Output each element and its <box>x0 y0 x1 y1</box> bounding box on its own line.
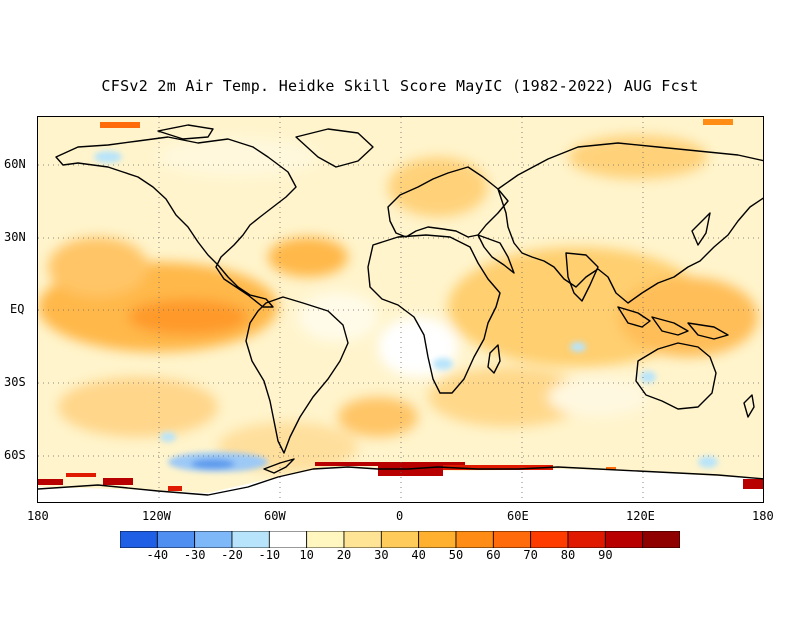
colorbar-swatch <box>530 531 569 548</box>
colorbar-swatch <box>418 531 457 548</box>
colorbar-label: 10 <box>299 548 314 562</box>
colorbar <box>120 531 680 548</box>
x-tick-60e: 60E <box>507 509 529 523</box>
map-area <box>37 116 764 503</box>
y-tick-30n: 30N <box>4 230 26 244</box>
colorbar-label: -10 <box>258 548 281 562</box>
colorbar-label: -40 <box>146 548 169 562</box>
colorbar-swatch <box>380 531 420 548</box>
colorbar-swatch <box>120 531 158 548</box>
skill-score-map <box>38 117 763 502</box>
colorbar-label: 20 <box>336 548 352 562</box>
colorbar-label: 70 <box>523 548 538 562</box>
y-tick-30s: 30S <box>4 375 26 389</box>
x-tick-120e: 120E <box>626 509 655 523</box>
colorbar-label: 90 <box>598 548 613 562</box>
colorbar-labels: -40 -30 -20 -10 10 20 30 40 50 60 70 80 90 <box>0 548 800 564</box>
colorbar-swatch <box>306 531 345 548</box>
x-tick-180e: 180 <box>752 509 774 523</box>
colorbar-swatch <box>642 531 680 548</box>
colorbar-label: -30 <box>183 548 206 562</box>
x-tick-120w: 120W <box>142 509 171 523</box>
x-tick-180w: 180 <box>27 509 49 523</box>
colorbar-label: -20 <box>221 548 243 562</box>
chart-title: CFSv2 2m Air Temp. Heidke Skill Score Ma… <box>101 77 699 95</box>
colorbar-swatch <box>455 531 494 548</box>
x-tick-60w: 60W <box>264 509 286 523</box>
y-tick-60n: 60N <box>4 157 26 171</box>
colorbar-label: 50 <box>448 548 464 562</box>
colorbar-label: 30 <box>374 548 389 562</box>
negative-patches <box>94 151 718 472</box>
colorbar-label: 40 <box>411 548 426 562</box>
graticule <box>38 117 763 502</box>
colorbar-swatch <box>567 531 606 548</box>
colorbar-swatch <box>194 531 233 548</box>
coastlines <box>38 124 763 496</box>
colorbar-swatch <box>156 531 196 548</box>
y-tick-60s: 60S <box>4 448 26 462</box>
colorbar-swatch <box>268 531 308 548</box>
colorbar-swatch <box>231 531 270 548</box>
colorbar-swatch <box>492 531 532 548</box>
x-tick-0: 0 <box>396 509 404 523</box>
colorbar-label: 60 <box>486 548 501 562</box>
colorbar-swatch <box>343 531 382 548</box>
y-tick-eq: EQ <box>10 302 25 316</box>
colorbar-swatch <box>604 531 644 548</box>
colorbar-label: 80 <box>560 548 576 562</box>
